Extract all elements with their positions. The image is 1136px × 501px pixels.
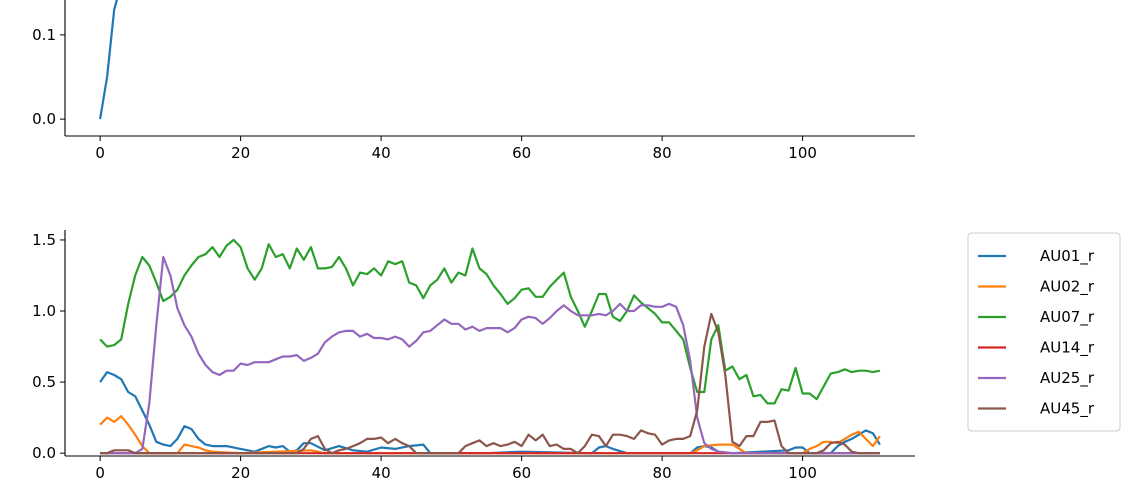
x-tick-label: 100 (788, 144, 817, 162)
x-tick-label: 20 (231, 144, 250, 162)
series-line-au01-r (99, 371, 881, 455)
series-line-1 (99, 0, 118, 120)
x-tick-label: 80 (653, 464, 672, 482)
legend-label: AU25_r (1040, 369, 1095, 388)
series-group (99, 0, 118, 120)
y-tick-label: 0.0 (32, 110, 56, 128)
x-tick-label: 40 (372, 464, 391, 482)
plots: 0204060801000.00.10.20204060801000.00.51… (32, 0, 915, 482)
x-tick-label: 20 (231, 464, 250, 482)
subplot-2: 0 20 40 60 80 100 0.0 0.5 1.0 1.5 (32, 230, 915, 482)
legend-label: AU01_r (1040, 247, 1095, 266)
x-tick-label: 0 (95, 464, 105, 482)
legend-label: AU02_r (1040, 278, 1095, 297)
x-tick-label: 40 (372, 144, 391, 162)
legend-item: AU25_r (978, 369, 1095, 388)
x-tick-label: 0 (95, 144, 105, 162)
x-tick-label: 60 (512, 144, 531, 162)
series-line-au07-r (99, 238, 881, 405)
series-line-au45-r (100, 312, 880, 455)
y-tick-label: 1.5 (32, 231, 56, 249)
legend-label: AU45_r (1040, 400, 1095, 419)
legend-label: AU14_r (1040, 339, 1095, 358)
x-tick-label: 100 (788, 464, 817, 482)
legend-label: AU07_r (1040, 308, 1095, 327)
legend-item: AU01_r (978, 247, 1095, 266)
legend-item: AU02_r (978, 278, 1095, 297)
legend-box (967, 232, 1121, 432)
legend-item: AU45_r (978, 400, 1095, 419)
y-tick-label: 1.0 (32, 302, 56, 320)
x-tick-label: 60 (512, 464, 531, 482)
y-tick-label: 0.0 (32, 444, 56, 462)
legend-item: AU07_r (978, 308, 1095, 327)
series-group (99, 238, 881, 455)
x-tick-label: 80 (653, 144, 672, 162)
legend-item: AU14_r (978, 339, 1095, 358)
y-tick-label: 0.1 (32, 26, 56, 44)
series-line-au25-r (100, 255, 880, 455)
y-tick-label: 0.5 (32, 373, 56, 391)
legend: AU01_r AU02_r AU07_r AU14_r AU25_r AU45_r (967, 232, 1121, 432)
